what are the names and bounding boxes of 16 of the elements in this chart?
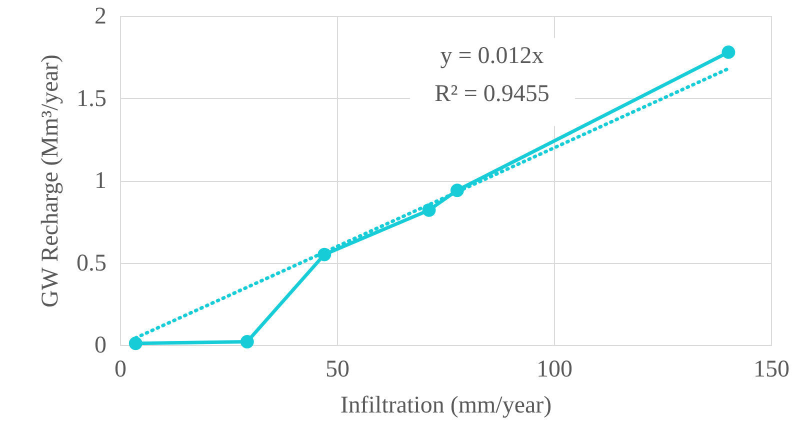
point	[722, 45, 736, 59]
point	[240, 335, 254, 348]
y-axis-title: GW Recharge (Mm³/year)	[38, 54, 64, 308]
x-tick-label: 100	[536, 356, 572, 382]
y-tick-label: 2	[94, 4, 106, 30]
annotation: y = 0.012x	[440, 43, 544, 69]
point	[128, 336, 142, 350]
annotation: R² = 0.9455	[434, 81, 550, 107]
x-tick-label: 150	[754, 356, 790, 382]
y-tick-label: 0	[94, 332, 106, 358]
x-tick-label: 50	[326, 356, 350, 382]
y-tick-label: 0.5	[76, 250, 106, 276]
y-tick-label: 1.5	[76, 86, 106, 112]
y-tick-label: 1	[94, 168, 106, 194]
x-tick-label: 0	[114, 356, 126, 382]
x-axis-title: Infiltration (mm/year)	[340, 392, 552, 418]
